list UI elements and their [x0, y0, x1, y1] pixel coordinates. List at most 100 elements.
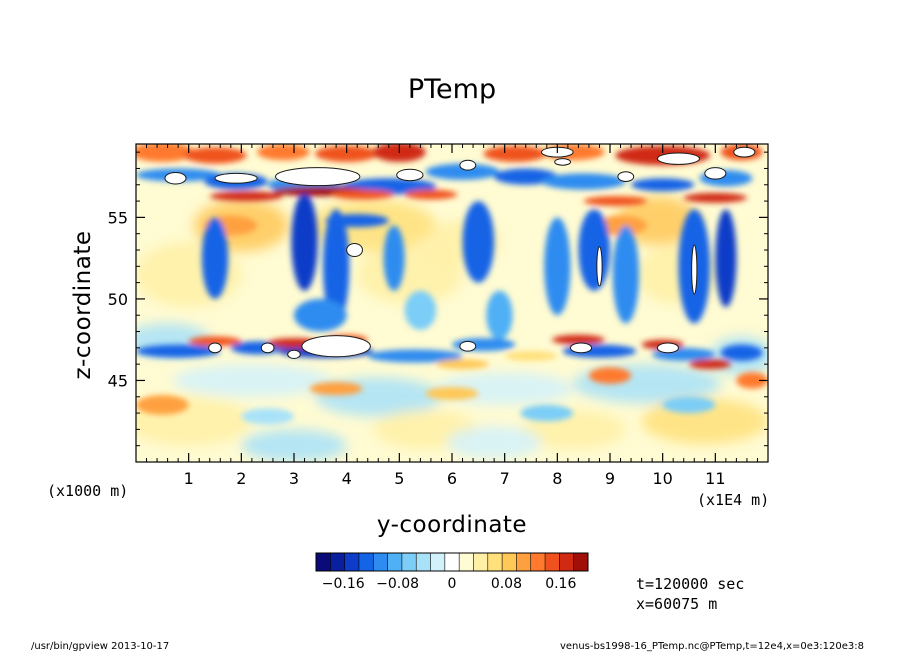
heatmap-field [136, 144, 768, 462]
field-feature [436, 359, 489, 370]
field-region [446, 426, 542, 459]
chart-title: PTemp [407, 74, 497, 105]
out-of-range-region [656, 152, 701, 165]
colorbar-swatch [387, 553, 403, 571]
colorbar-swatch [444, 553, 460, 571]
x-tick-label: 2 [236, 469, 246, 488]
out-of-range-region [396, 168, 424, 182]
field-feature [425, 386, 479, 401]
field-region [172, 364, 331, 397]
field-feature [188, 336, 242, 347]
out-of-range-region [214, 172, 258, 184]
field-feature [367, 349, 463, 363]
out-of-range-region [733, 146, 756, 158]
field-feature [136, 344, 221, 358]
field-feature [486, 290, 513, 340]
out-of-range-region [617, 171, 635, 183]
x-tick-label: 5 [394, 469, 404, 488]
colorbar-swatch [502, 553, 517, 571]
out-of-range-region [554, 158, 572, 166]
x-tick-label: 4 [342, 469, 352, 488]
out-of-range-region [656, 342, 679, 354]
y-tick-label: 45 [108, 371, 128, 390]
field-feature [209, 191, 284, 202]
field-feature [688, 359, 732, 370]
out-of-range-region [260, 342, 275, 354]
field-feature [720, 344, 763, 361]
out-of-range-region [704, 167, 727, 180]
out-of-range-region [301, 335, 371, 358]
colorbar-swatch [430, 553, 446, 571]
field-feature [683, 192, 747, 203]
field-feature [315, 145, 379, 162]
field-feature [462, 201, 495, 283]
colorbar-swatch [330, 553, 345, 571]
field-feature [715, 209, 737, 308]
field-feature [736, 372, 768, 389]
x-tick-label: 10 [652, 469, 672, 488]
x-tick-label: 8 [552, 469, 562, 488]
field-feature [404, 290, 437, 330]
colorbar-swatch [530, 553, 546, 571]
y-tick-label: 55 [108, 208, 128, 227]
field-feature [483, 145, 547, 162]
x-tick-label: 11 [705, 469, 725, 488]
colorbar-swatch [459, 553, 474, 571]
field-feature [241, 408, 295, 425]
out-of-range-region [691, 244, 698, 295]
field-feature [322, 209, 350, 324]
x-axis-unit: (x1E4 m) [697, 491, 770, 509]
position-annotation: x=60075 m [636, 595, 718, 613]
out-of-range-region [569, 342, 593, 354]
out-of-range-region [287, 349, 301, 359]
colorbar-swatch [316, 553, 331, 571]
colorbar-tick-label: −0.16 [322, 576, 365, 592]
time-annotation: t=120000 sec [636, 575, 745, 593]
out-of-range-region [596, 246, 603, 287]
x-tick-label: 6 [447, 469, 457, 488]
colorbar-swatch [516, 553, 532, 571]
footer-right: venus-bs1998-16_PTemp.nc@PTemp,t=12e4,x=… [559, 641, 864, 652]
colorbar-swatch [559, 553, 574, 571]
colorbar-frame [315, 552, 589, 572]
field-feature [425, 163, 500, 180]
field-feature [612, 225, 639, 324]
field-feature [520, 404, 574, 422]
colorbar-swatch [545, 553, 560, 571]
colorbar-swatch [373, 553, 388, 571]
y-axis-unit: (x1000 m) [47, 482, 129, 500]
colorbar-tick-label: 0.08 [491, 576, 522, 592]
field-feature [504, 351, 558, 361]
colorbar-swatch [344, 553, 360, 571]
footer-left: /usr/bin/gpview 2013-10-17 [31, 641, 170, 652]
x-tick-label: 1 [184, 469, 194, 488]
field-region [241, 429, 347, 462]
field-feature [293, 298, 347, 332]
field-feature [541, 173, 626, 190]
x-tick-label: 9 [605, 469, 615, 488]
field-feature [201, 217, 229, 299]
x-tick-label: 7 [500, 469, 510, 488]
field-feature [578, 209, 611, 291]
field-feature [544, 217, 571, 316]
field-feature [309, 382, 363, 396]
colorbar-swatch [401, 553, 417, 571]
out-of-range-region [275, 167, 361, 187]
field-feature [583, 196, 647, 206]
field-feature [494, 168, 558, 185]
out-of-range-region [459, 340, 477, 352]
colorbar-swatch [416, 553, 431, 571]
out-of-range-region [459, 159, 477, 171]
out-of-range-region [346, 242, 363, 258]
x-axis-label: y-coordinate [376, 512, 528, 538]
colorbar-tick-label: 0 [448, 576, 457, 592]
out-of-range-region [208, 342, 222, 354]
field-feature [552, 334, 605, 345]
colorbar-swatch [573, 553, 589, 571]
y-axis-label: z-coordinate [70, 230, 96, 380]
field-feature [404, 189, 458, 200]
field-feature [183, 147, 247, 164]
x-tick-label: 3 [289, 469, 299, 488]
out-of-range-region [164, 172, 187, 185]
